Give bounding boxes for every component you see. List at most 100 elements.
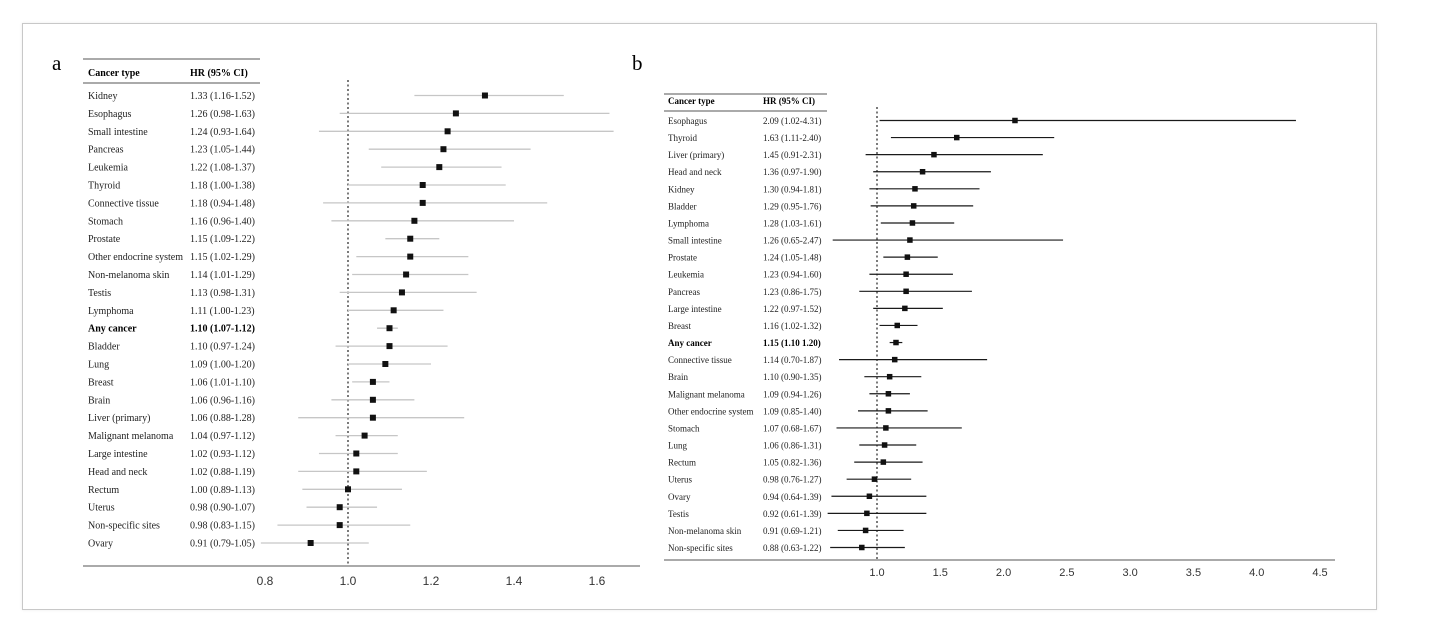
hr-marker <box>307 540 314 546</box>
row-hr-ci: 1.10 (1.07-1.12) <box>190 324 255 335</box>
row-label: Prostate <box>88 234 121 245</box>
hr-marker <box>440 146 447 153</box>
row-label: Kidney <box>88 91 117 102</box>
hr-marker <box>891 356 898 363</box>
hr-marker <box>481 92 488 99</box>
hr-marker <box>407 253 414 260</box>
hr-marker <box>862 527 869 534</box>
row-hr-ci: 1.05 (0.82-1.36) <box>763 458 822 468</box>
hr-marker <box>345 486 351 493</box>
row-label: Small intestine <box>668 236 722 246</box>
row-label: Kidney <box>668 184 695 194</box>
row-hr-ci: 1.07 (0.68-1.67) <box>763 423 822 433</box>
row-hr-ci: 1.26 (0.65-2.47) <box>763 236 822 246</box>
hr-marker <box>369 378 376 385</box>
row-hr-ci: 1.09 (0.94-1.26) <box>763 389 822 399</box>
row-hr-ci: 1.10 (0.90-1.35) <box>763 372 822 382</box>
row-hr-ci: 1.06 (0.86-1.31) <box>763 441 822 451</box>
row-label: Non-specific sites <box>668 543 733 553</box>
row-label: Large intestine <box>668 304 722 314</box>
x-tick-label: 1.6 <box>589 574 606 588</box>
hr-marker <box>407 235 414 242</box>
row-hr-ci: 0.92 (0.61-1.39) <box>763 509 822 519</box>
hr-marker <box>336 504 343 511</box>
row-hr-ci: 1.18 (1.00-1.38) <box>190 181 255 192</box>
x-tick-label: 1.0 <box>340 574 357 588</box>
row-hr-ci: 1.29 (0.95-1.76) <box>763 201 822 211</box>
hr-marker <box>859 544 865 551</box>
row-hr-ci: 1.15 (1.02-1.29) <box>190 252 255 263</box>
row-hr-ci: 2.09 (1.02-4.31) <box>763 116 822 126</box>
hr-marker <box>369 414 376 421</box>
hr-marker <box>398 289 405 296</box>
row-hr-ci: 1.24 (0.93-1.64) <box>190 127 255 138</box>
row-hr-ci: 1.28 (1.03-1.61) <box>763 218 822 228</box>
row-hr-ci: 1.02 (0.88-1.19) <box>190 467 255 478</box>
row-label: Breast <box>88 377 114 388</box>
row-label: Ovary <box>668 492 691 502</box>
row-hr-ci: 1.15 (1.10 1.20) <box>763 338 821 348</box>
row-label: Large intestine <box>88 449 148 460</box>
row-hr-ci: 1.04 (0.97-1.12) <box>190 431 255 442</box>
hr-marker <box>864 510 870 517</box>
row-label: Ovary <box>88 539 113 550</box>
row-hr-ci: 1.06 (1.01-1.10) <box>190 377 255 388</box>
row-hr-ci: 1.18 (0.94-1.48) <box>190 198 255 209</box>
x-tick-label: 1.2 <box>423 574 440 588</box>
hr-marker <box>419 182 426 188</box>
row-hr-ci: 1.33 (1.16-1.52) <box>190 91 255 102</box>
row-label: Stomach <box>88 216 123 227</box>
row-hr-ci: 0.94 (0.64-1.39) <box>763 492 822 502</box>
hr-marker <box>894 322 901 329</box>
row-label: Brain <box>88 395 110 406</box>
hr-marker <box>444 128 451 135</box>
row-label: Liver (primary) <box>88 413 150 424</box>
hr-marker <box>907 237 913 243</box>
row-label: Uterus <box>668 475 692 485</box>
row-hr-ci: 1.06 (0.96-1.16) <box>190 395 255 406</box>
row-hr-ci: 1.23 (1.05-1.44) <box>190 145 255 156</box>
row-hr-ci: 1.63 (1.11-2.40) <box>763 133 821 143</box>
row-label: Breast <box>668 321 691 331</box>
hr-marker <box>880 459 887 465</box>
row-label: Non-melanoma skin <box>668 526 742 536</box>
row-label: Liver (primary) <box>668 150 724 160</box>
hr-marker <box>382 361 389 367</box>
row-label: Leukemia <box>88 163 129 174</box>
row-label: Small intestine <box>88 127 148 138</box>
hr-marker <box>902 305 908 312</box>
panel-letter: b <box>632 51 643 75</box>
x-tick-label: 0.8 <box>257 574 274 588</box>
hr-marker <box>893 339 899 346</box>
row-label: Malignant melanoma <box>668 389 745 399</box>
row-label: Any cancer <box>88 324 137 335</box>
x-tick-label: 2.0 <box>996 567 1011 579</box>
row-label: Pancreas <box>88 145 124 156</box>
row-hr-ci: 0.91 (0.79-1.05) <box>190 539 255 550</box>
hr-marker <box>885 408 892 414</box>
hr-marker <box>452 110 459 117</box>
row-label: Lung <box>88 360 109 371</box>
row-label: Connective tissue <box>88 198 159 209</box>
x-tick-label: 3.0 <box>1122 567 1137 579</box>
row-hr-ci: 1.14 (0.70-1.87) <box>763 355 822 365</box>
hr-marker <box>931 151 937 158</box>
x-tick-label: 4.0 <box>1249 567 1264 579</box>
hr-marker <box>871 476 878 482</box>
row-hr-ci: 1.36 (0.97-1.90) <box>763 167 822 177</box>
column-header-hr-ci: HR (95% CI) <box>190 68 248 79</box>
column-header-cancer-type: Cancer type <box>668 96 715 106</box>
row-label: Leukemia <box>668 270 704 280</box>
row-label: Non-melanoma skin <box>88 270 169 281</box>
row-hr-ci: 0.98 (0.83-1.15) <box>190 521 255 532</box>
hr-marker <box>436 164 443 171</box>
row-hr-ci: 1.22 (0.97-1.52) <box>763 304 822 314</box>
row-hr-ci: 0.91 (0.69-1.21) <box>763 526 822 536</box>
row-hr-ci: 1.02 (0.93-1.12) <box>190 449 255 460</box>
hr-marker <box>1012 117 1018 124</box>
x-tick-label: 1.5 <box>933 567 948 579</box>
row-hr-ci: 1.23 (0.86-1.75) <box>763 287 822 297</box>
row-hr-ci: 1.06 (0.88-1.28) <box>190 413 255 424</box>
row-hr-ci: 1.16 (0.96-1.40) <box>190 216 255 227</box>
